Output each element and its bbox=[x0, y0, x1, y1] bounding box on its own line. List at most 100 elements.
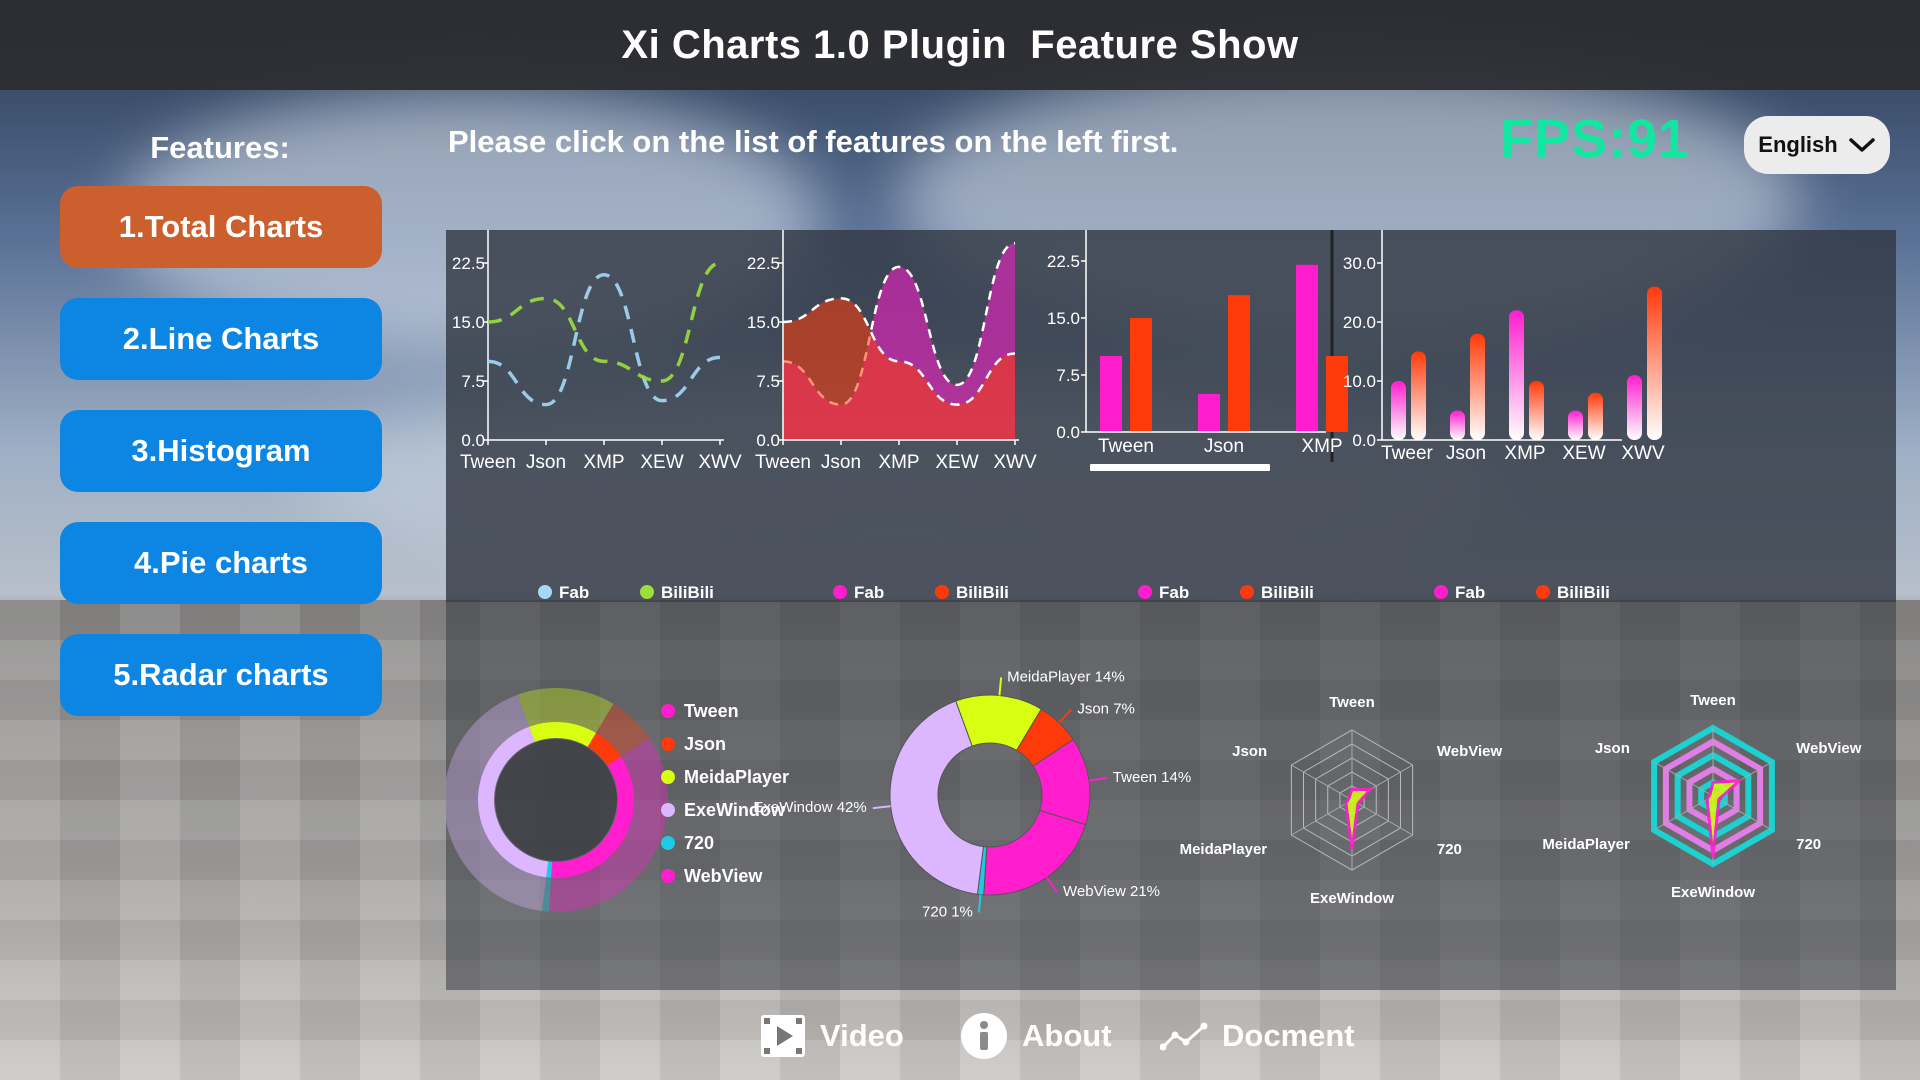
language-dropdown[interactable]: English bbox=[1744, 116, 1890, 174]
legend-marker bbox=[1240, 585, 1254, 599]
legend-label: BiliBili bbox=[661, 583, 714, 602]
bar-chart-1: 0.07.515.022.530.0TweenJsonXMPFabBiliBil… bbox=[1047, 230, 1348, 602]
radar-chart-1: Tween WebView 720 ExeWindow MeidaPlayer Json bbox=[1180, 694, 1503, 907]
y-tick-label: 0.0 bbox=[1056, 423, 1080, 442]
radar-area bbox=[1344, 788, 1374, 850]
x-tick-label: Tween bbox=[755, 452, 811, 473]
bar-chart-2: 0.010.020.030.040.0TweerJsonXMPXEWXWVFab… bbox=[1343, 230, 1665, 602]
x-tick-label: Tween bbox=[460, 452, 516, 473]
y-tick-label: 15.0 bbox=[452, 313, 485, 332]
legend-label: BiliBili bbox=[956, 583, 1009, 602]
legend-label: MeidaPlayer bbox=[684, 767, 789, 787]
y-tick-label: 0.0 bbox=[1352, 431, 1376, 450]
legend-marker bbox=[1536, 585, 1550, 599]
instruction-text: Please click on the list of features on … bbox=[448, 124, 1179, 159]
legend-label: Fab bbox=[559, 583, 589, 602]
y-tick-label: 22.5 bbox=[1047, 252, 1080, 271]
legend-label: Fab bbox=[1159, 583, 1189, 602]
radar-axis-label: Json bbox=[1232, 743, 1267, 760]
radar-axis-label: WebView bbox=[1796, 740, 1862, 757]
legend-marker bbox=[661, 869, 675, 883]
info-icon bbox=[961, 1013, 1007, 1059]
nav-total-charts-button[interactable]: 1.Total Charts bbox=[60, 186, 382, 268]
legend-marker bbox=[661, 704, 675, 718]
radar-axis-label: 720 bbox=[1796, 836, 1821, 853]
x-tick-label: Json bbox=[1446, 443, 1486, 464]
bar-fab bbox=[1509, 310, 1524, 440]
nav-histogram-button[interactable]: 3.Histogram bbox=[60, 410, 382, 492]
legend-marker bbox=[538, 585, 552, 599]
x-tick-label: Json bbox=[821, 452, 861, 473]
bar-bilibili bbox=[1411, 351, 1426, 440]
bar-bilibili bbox=[1470, 333, 1485, 440]
chart-scrollbar bbox=[1090, 464, 1270, 471]
y-tick-label: 15.0 bbox=[1047, 309, 1080, 328]
slice-label: WebView 21% bbox=[1063, 883, 1160, 900]
radar-spoke bbox=[1653, 795, 1714, 831]
radar-area bbox=[1705, 778, 1744, 858]
y-tick-label: 7.5 bbox=[1056, 366, 1080, 385]
legend-label: Fab bbox=[854, 583, 884, 602]
fps-counter: FPS:91 bbox=[1500, 109, 1690, 169]
x-tick-label: Tween bbox=[1098, 436, 1154, 457]
x-tick-label: XMP bbox=[583, 452, 624, 473]
x-tick-label: XEW bbox=[640, 452, 683, 473]
slice-webview bbox=[551, 818, 631, 878]
language-selected: English bbox=[1758, 132, 1838, 157]
x-tick-label: XWV bbox=[993, 452, 1037, 473]
y-tick-label: 22.5 bbox=[747, 254, 780, 273]
trend-line-icon bbox=[1160, 1022, 1208, 1051]
x-tick-label: Json bbox=[526, 452, 566, 473]
label-leader bbox=[1088, 777, 1107, 782]
charts-canvas: 0.0 7.5 15.0 22.5 30.0 Tween Json XMP XEW XWV Fab B… bbox=[446, 230, 1862, 921]
title-bar: Xi Charts 1.0 Plugin Feature Show bbox=[0, 0, 1920, 90]
document-link[interactable]: Docment bbox=[1160, 1010, 1355, 1062]
nav-line-charts-button[interactable]: 2.Line Charts bbox=[60, 298, 382, 380]
bar-fab bbox=[1568, 410, 1583, 440]
slice-label: Json 7% bbox=[1077, 701, 1135, 718]
about-link[interactable]: About bbox=[960, 1010, 1112, 1062]
legend-label: Tween bbox=[684, 701, 739, 721]
radar-axis-label: ExeWindow bbox=[1671, 884, 1755, 901]
y-tick-label: 0.0 bbox=[756, 431, 780, 450]
bar-fab bbox=[1450, 410, 1465, 440]
bar-fab bbox=[1198, 394, 1220, 432]
radar-axis-label: ExeWindow bbox=[1310, 890, 1394, 907]
radar-axis-label: Json bbox=[1595, 740, 1630, 757]
bar-bilibili bbox=[1588, 392, 1603, 440]
bar-fab bbox=[1100, 356, 1122, 432]
area-chart: 0.07.515.022.530.0TweenJsonXMPXEWXWVFabB… bbox=[747, 230, 1037, 602]
x-tick-label: XWV bbox=[1621, 443, 1665, 464]
slice-exewindow bbox=[889, 700, 985, 895]
label-leader bbox=[998, 677, 1003, 696]
y-tick-label: 30.0 bbox=[1343, 254, 1376, 273]
legend-marker bbox=[661, 770, 675, 784]
video-link[interactable]: Video bbox=[760, 1010, 904, 1062]
nav-pie-charts-button[interactable]: 4.Pie charts bbox=[60, 522, 382, 604]
line-chart-1: 0.07.515.022.530.0TweenJsonXMPXEWXWVFabB… bbox=[452, 230, 742, 602]
slice-meidaplayer bbox=[529, 722, 597, 747]
y-tick-label: 10.0 bbox=[1343, 372, 1376, 391]
charts-panel: 0.0 7.5 15.0 22.5 30.0 Tween Json XMP XEW XWV Fab B… bbox=[446, 230, 1896, 990]
x-tick-label: XEW bbox=[1562, 443, 1605, 464]
x-tick-label: XEW bbox=[935, 452, 978, 473]
donut-hole bbox=[495, 739, 617, 861]
bar-bilibili bbox=[1647, 286, 1662, 440]
bar-fab bbox=[1296, 264, 1318, 432]
y-tick-label: 15.0 bbox=[747, 313, 780, 332]
video-icon bbox=[761, 1015, 805, 1057]
slice-label: 720 1% bbox=[922, 903, 973, 920]
video-label: Video bbox=[820, 1018, 904, 1053]
slice-glow-webview bbox=[549, 818, 663, 912]
y-tick-label: 0.0 bbox=[461, 431, 485, 450]
radar-spoke bbox=[1291, 799, 1353, 836]
x-tick-label: XMP bbox=[1504, 443, 1545, 464]
slice-exewindow bbox=[478, 726, 549, 878]
legend-label: Fab bbox=[1455, 583, 1485, 602]
pie-chart-labeled: MeidaPlayer 14% Json 7% Tween 14% WebView 2… bbox=[753, 669, 1191, 921]
bar-fab bbox=[1391, 381, 1406, 440]
series-line-bilibili bbox=[487, 261, 721, 383]
features-heading: Features: bbox=[150, 130, 290, 165]
nav-radar-charts-button[interactable]: 5.Radar charts bbox=[60, 634, 382, 716]
area-fill-fab bbox=[783, 243, 1015, 440]
